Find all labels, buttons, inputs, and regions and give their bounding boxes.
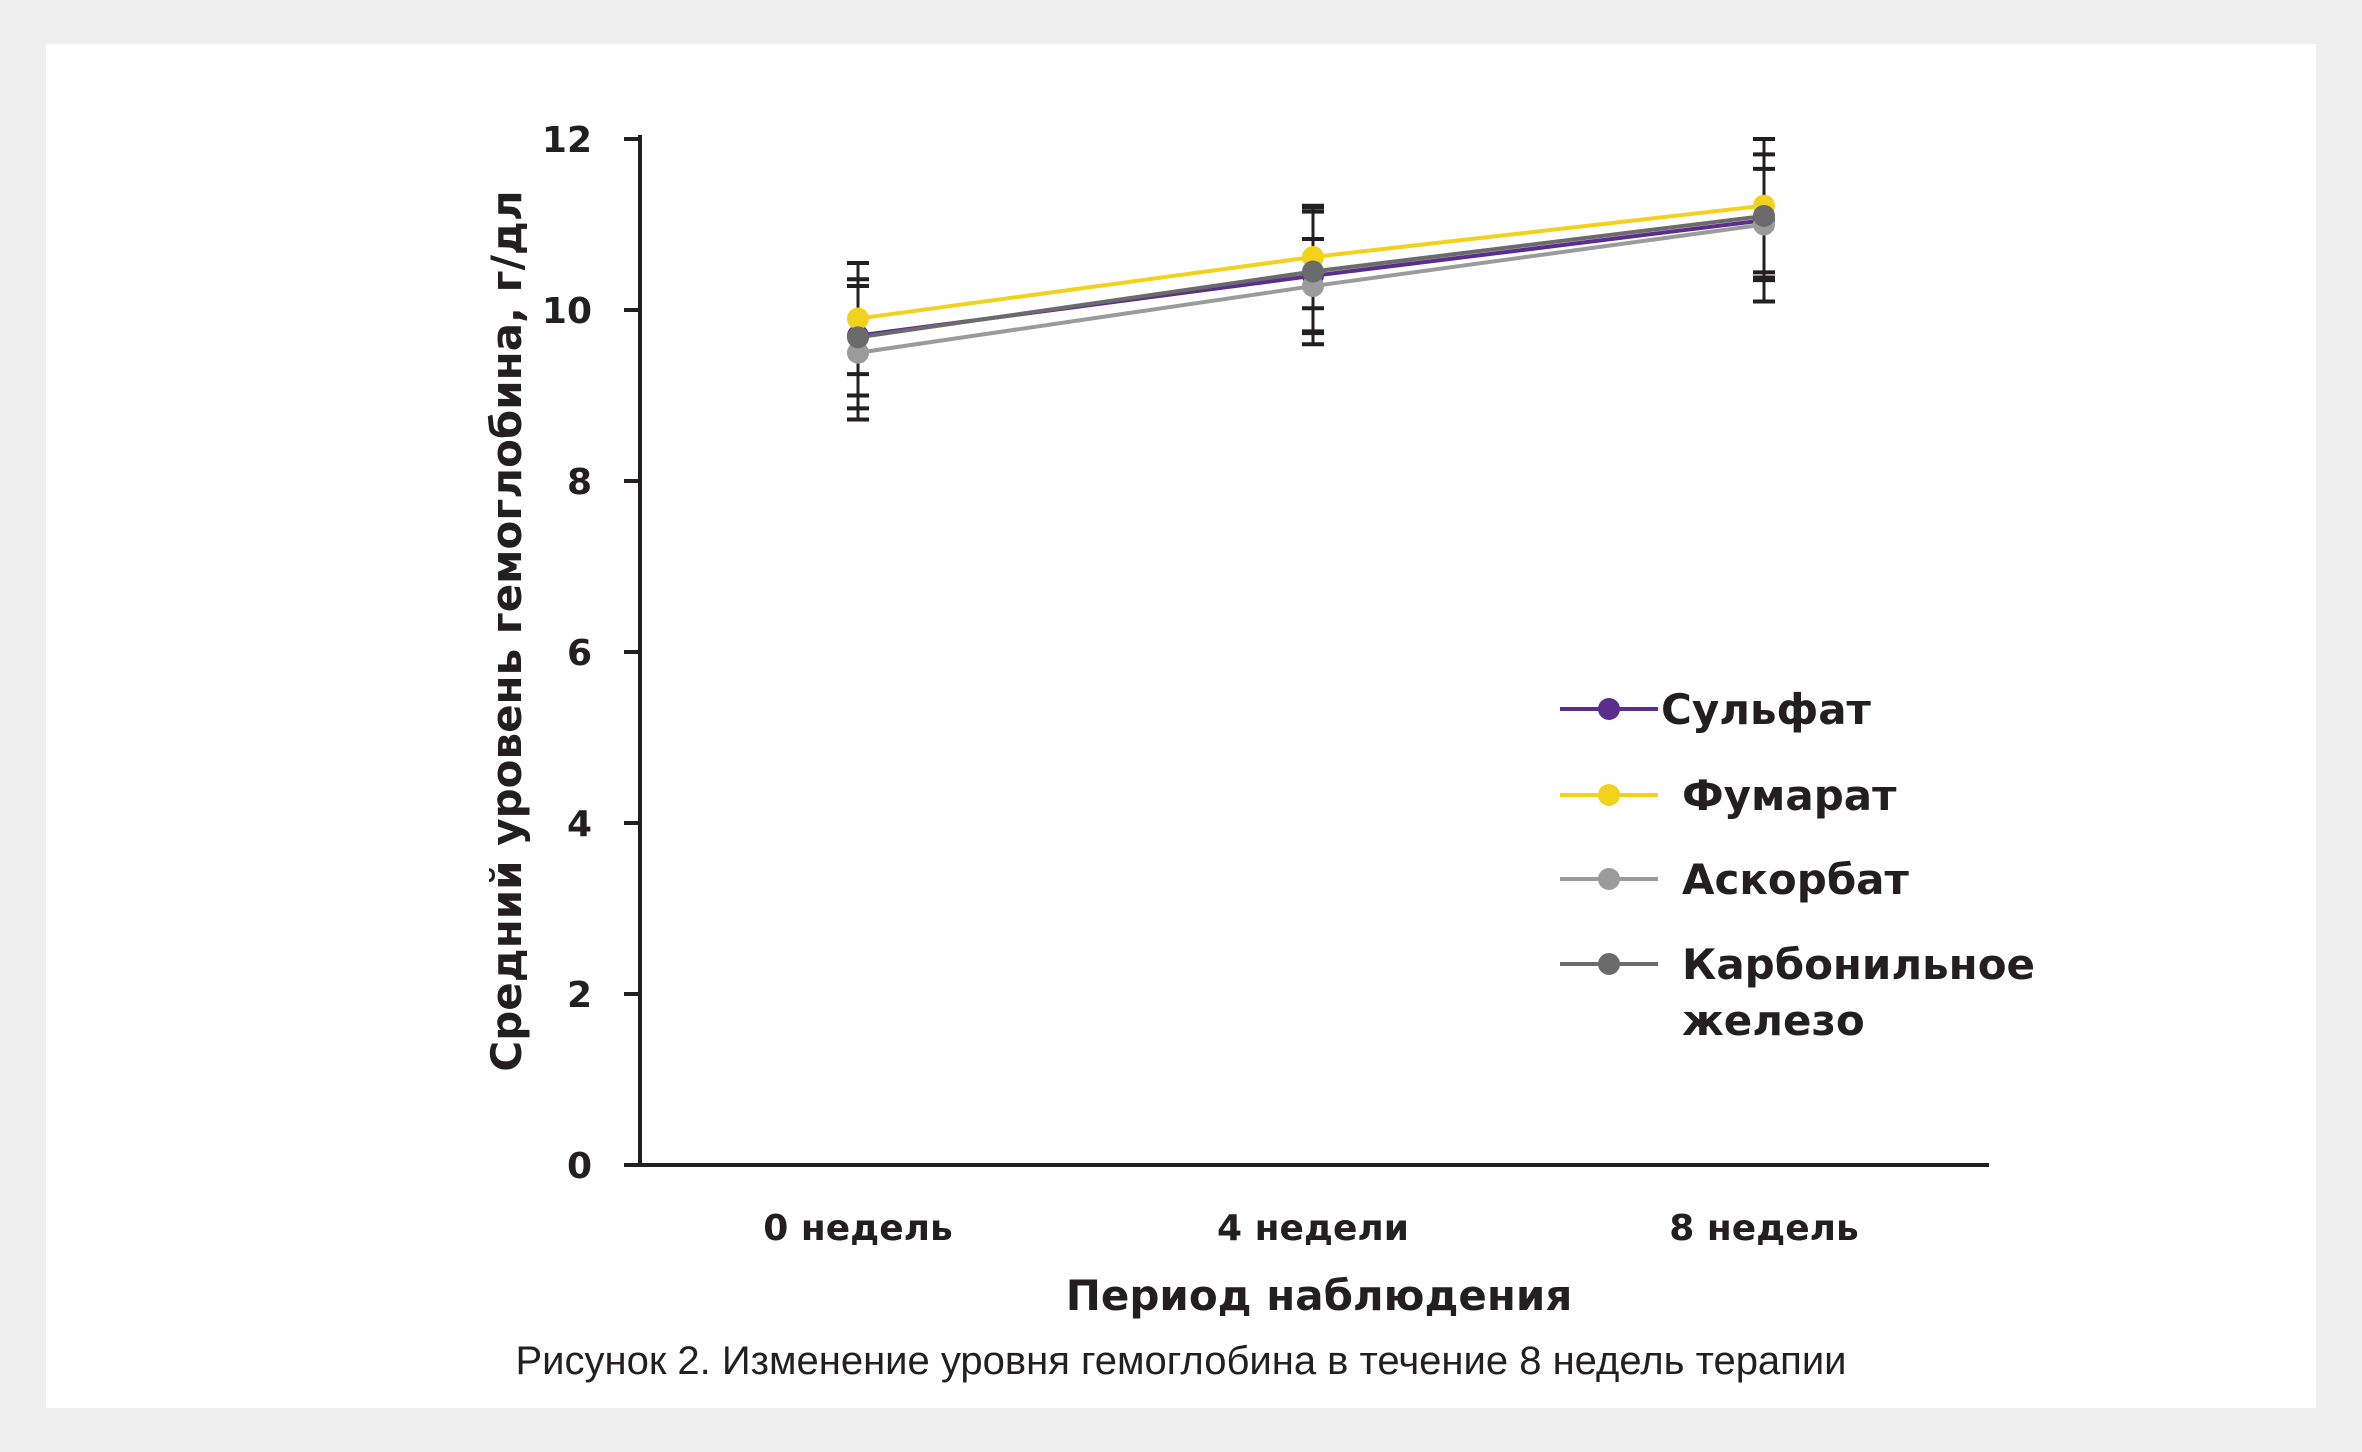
y-tick-label: 4	[567, 804, 592, 845]
series-4-point	[1302, 260, 1324, 283]
y-tick-label: 2	[567, 975, 592, 1016]
legend-marker-3	[1598, 868, 1620, 890]
legend-label-3: Аскорбат	[1682, 855, 1909, 904]
series-4-point	[847, 326, 869, 349]
legend-label-4: железо	[1682, 996, 1865, 1045]
series-3-point	[847, 341, 869, 364]
y-axis-title: Средний уровень гемоглобина, г/дл	[482, 190, 531, 1071]
line-chart: 0 2 4 6 8 10 12 0 недель 4 недели 8 недель Сульфат…	[482, 120, 2035, 1383]
y-tick-label: 0	[567, 1146, 592, 1187]
legend-label-1: Сульфат	[1661, 685, 1872, 734]
legend-label-2: Фумарат	[1682, 771, 1897, 820]
figure-caption: Рисунок 2. Изменение уровня гемоглобина …	[515, 1339, 1846, 1383]
y-tick-label: 10	[542, 291, 592, 332]
figure-card: 0 2 4 6 8 10 12 0 недель 4 недели 8 недель Сульфат…	[46, 44, 2316, 1408]
x-tick-label: 4 недели	[1217, 1208, 1409, 1249]
series-4-point	[1753, 204, 1775, 227]
legend-marker-4	[1598, 953, 1620, 975]
y-tick-label: 12	[542, 120, 592, 161]
series-2-point	[847, 307, 869, 330]
y-tick-label: 6	[567, 633, 592, 674]
legend-marker-2	[1598, 784, 1620, 806]
plot-area: 0 2 4 6 8 10 12 0 недель 4 недели 8 недель Сульфат…	[542, 120, 2035, 1249]
x-axis-title: Период наблюдения	[1066, 1271, 1573, 1320]
legend-label-4: Карбонильное	[1682, 940, 2035, 989]
x-tick-label: 8 недель	[1669, 1208, 1859, 1249]
y-tick-label: 8	[567, 462, 592, 503]
legend-marker-1	[1598, 698, 1620, 720]
x-tick-label: 0 недель	[763, 1208, 953, 1249]
